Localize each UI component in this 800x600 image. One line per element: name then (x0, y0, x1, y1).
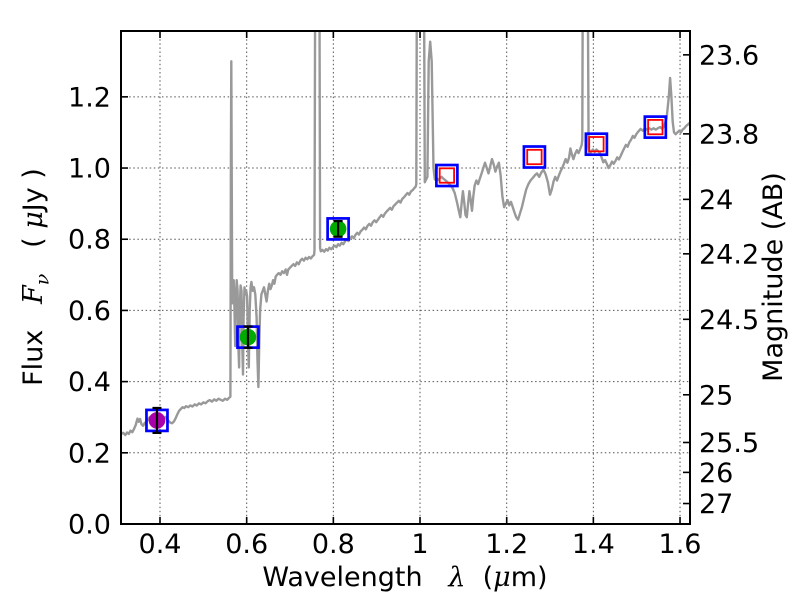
blue-square-marker (326, 217, 350, 241)
left-tick-label: 0.2 (68, 438, 111, 469)
left-tick-label: 0.6 (68, 296, 111, 327)
left-tick-label: 1.2 (68, 82, 111, 113)
x-unit-open: ( (482, 562, 494, 593)
flux-unit-mu: μ (18, 211, 49, 229)
right-tick-label: 26 (699, 458, 733, 489)
photometry-filled-points (145, 217, 350, 434)
open-square-marker (435, 163, 459, 188)
x-axis-label: Wavelength λ (μm) (105, 562, 705, 593)
bottom-tick-label: 1.4 (572, 529, 615, 560)
y-axis-label-right: Magnitude (AB) (756, 27, 792, 527)
right-tick-label: 24.2 (699, 239, 759, 270)
right-tick-label: 24 (699, 185, 733, 216)
inner-red-square-marker (588, 136, 605, 153)
right-tick-label: 27 (699, 489, 733, 520)
bottom-tick-label: 1 (411, 529, 428, 560)
tick-marks (121, 31, 690, 525)
x-unit-close: m) (510, 562, 548, 593)
left-tick-label: 0.0 (68, 510, 111, 541)
right-tick-label: 25.5 (699, 428, 759, 459)
inner-red-square-marker (647, 119, 664, 136)
bottom-tick-label: 1.6 (659, 529, 702, 560)
spectrum-line (121, 31, 690, 437)
flux-symbol: F (18, 285, 49, 304)
gridlines (121, 31, 690, 524)
flux-word: Flux (18, 329, 49, 386)
tick-labels: 0.0 0.2 0.4 0.6 0.8 1.0 1.2 0.4 0.6 0.8 1 1.2 1.4 1.6… (68, 40, 759, 560)
error-bar (243, 325, 253, 349)
right-tick-label: 24.5 (699, 305, 759, 336)
open-square-marker (522, 145, 547, 169)
wavelength-word: Wavelength (262, 562, 423, 593)
inner-red-square-marker (438, 167, 455, 184)
magnitude-label: Magnitude (AB) (758, 172, 789, 382)
open-square-marker (643, 115, 668, 139)
right-tick-label: 25 (699, 380, 733, 411)
inner-red-square-marker (526, 148, 543, 166)
flux-subscript: ν (31, 273, 54, 286)
flux-unit-close: Jy ) (18, 168, 49, 212)
photometry-open-squares (435, 115, 668, 188)
right-tick-label: 23.6 (699, 40, 759, 71)
open-square-marker (584, 132, 609, 157)
lambda-symbol: λ (448, 562, 466, 593)
bottom-tick-label: 0.4 (139, 529, 182, 560)
error-bar (333, 219, 343, 238)
bottom-tick-label: 0.8 (312, 529, 355, 560)
left-tick-label: 1.0 (68, 154, 111, 185)
left-tick-label: 0.8 (68, 225, 111, 256)
axes-spines (120, 30, 691, 525)
flux-unit-open: ( (18, 228, 49, 248)
right-tick-label: 23.8 (699, 119, 759, 150)
error-bar (152, 406, 162, 434)
bottom-tick-label: 0.6 (225, 529, 268, 560)
bottom-tick-label: 1.2 (485, 529, 528, 560)
x-unit-mu: μ (493, 562, 511, 593)
y-axis-label-left: Flux Fν ( μJy ) (16, 27, 54, 527)
left-tick-label: 0.4 (68, 367, 111, 398)
